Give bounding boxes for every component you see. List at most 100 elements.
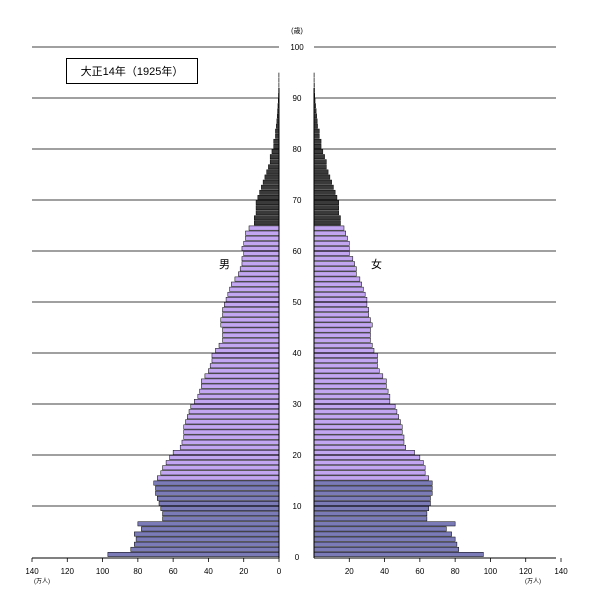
male-bar-age-7 bbox=[162, 516, 280, 522]
female-bar-age-20 bbox=[313, 450, 415, 455]
female-bar-age-27 bbox=[313, 414, 399, 420]
female-bar-age-31 bbox=[313, 393, 391, 399]
age-tick-label-30: 30 bbox=[293, 400, 302, 409]
value-axis-unit-left: (万人) bbox=[34, 578, 50, 585]
male-bar-age-11 bbox=[157, 495, 280, 501]
value-tick-label-12: 100 bbox=[484, 567, 498, 576]
female-bar-age-51 bbox=[313, 291, 366, 297]
male-bar-age-33 bbox=[201, 383, 280, 389]
male-bar-age-8 bbox=[162, 511, 280, 517]
value-axis-unit-right: (万人) bbox=[525, 578, 541, 585]
male-bar-age-66 bbox=[254, 215, 280, 221]
female-bar-age-1 bbox=[313, 546, 459, 552]
female-bar-age-76 bbox=[313, 164, 327, 170]
value-tick-label-14: 140 bbox=[554, 567, 568, 576]
female-bar-age-84 bbox=[313, 123, 318, 129]
male-bar-age-36 bbox=[208, 368, 280, 374]
male-bar-age-32 bbox=[199, 388, 280, 394]
female-bar-age-71 bbox=[313, 189, 336, 195]
male-bar-age-29 bbox=[190, 404, 280, 409]
male-bar-age-80 bbox=[273, 144, 280, 149]
female-bar-age-78 bbox=[313, 154, 325, 160]
male-bar-age-54 bbox=[234, 276, 280, 282]
male-bar-age-44 bbox=[222, 327, 280, 333]
male-bar-age-30 bbox=[194, 399, 280, 404]
age-tick-labels: 0 10 20 30 40 50 60 70 80 90 100 bbox=[290, 43, 304, 562]
female-bar-age-80 bbox=[313, 144, 322, 149]
male-bar-age-69 bbox=[255, 200, 280, 205]
female-bar-age-70 bbox=[313, 195, 338, 200]
male-bar-age-72 bbox=[261, 184, 280, 190]
female-bar-age-11 bbox=[313, 495, 431, 501]
male-bar-age-9 bbox=[160, 506, 280, 511]
female-bar-age-69 bbox=[313, 200, 339, 205]
male-bar-age-61 bbox=[243, 240, 280, 246]
female-bar-age-12 bbox=[313, 490, 433, 496]
female-bar-age-52 bbox=[313, 286, 364, 292]
female-bar-age-63 bbox=[313, 230, 347, 236]
male-bar-age-58 bbox=[241, 256, 280, 262]
female-bar-age-23 bbox=[313, 434, 405, 440]
male-bar-age-10 bbox=[158, 501, 280, 506]
female-bar-age-3 bbox=[313, 536, 456, 542]
female-bar-age-82 bbox=[313, 133, 320, 139]
female-bar-age-39 bbox=[313, 353, 378, 358]
female-bar-age-29 bbox=[313, 404, 396, 409]
male-bar-age-41 bbox=[218, 342, 280, 348]
female-bar-age-0 bbox=[313, 552, 484, 557]
value-tick-label-7: 0 bbox=[277, 567, 282, 576]
male-bars bbox=[107, 72, 280, 557]
male-bar-age-23 bbox=[183, 434, 280, 440]
female-bar-age-72 bbox=[313, 184, 334, 190]
male-bar-age-77 bbox=[269, 159, 280, 165]
female-bar-age-13 bbox=[313, 485, 433, 491]
age-tick-label-40: 40 bbox=[293, 349, 302, 358]
male-bar-age-56 bbox=[239, 266, 280, 272]
male-bar-age-75 bbox=[266, 169, 280, 175]
value-tick-label-10: 60 bbox=[415, 567, 424, 576]
male-bar-age-76 bbox=[268, 164, 280, 170]
female-bar-age-33 bbox=[313, 383, 387, 389]
female-bar-age-25 bbox=[313, 424, 403, 430]
male-bar-age-20 bbox=[172, 450, 280, 455]
female-label: 女 bbox=[371, 259, 382, 271]
female-bar-age-79 bbox=[313, 149, 324, 154]
male-bar-age-13 bbox=[155, 485, 280, 491]
female-bar-age-28 bbox=[313, 409, 398, 415]
male-bar-age-5 bbox=[141, 526, 280, 532]
female-bar-age-81 bbox=[313, 138, 322, 144]
female-bar-age-83 bbox=[313, 128, 320, 134]
male-bar-age-6 bbox=[137, 521, 280, 527]
female-bar-age-35 bbox=[313, 373, 384, 379]
female-bar-age-9 bbox=[313, 506, 429, 511]
male-bar-age-0 bbox=[107, 552, 280, 557]
male-bar-age-65 bbox=[254, 220, 280, 226]
female-bar-age-14 bbox=[313, 480, 433, 486]
female-bar-age-56 bbox=[313, 266, 357, 272]
female-bar-age-6 bbox=[313, 521, 456, 527]
value-tick-label-9: 40 bbox=[380, 567, 389, 576]
male-bar-age-43 bbox=[222, 332, 280, 338]
male-bar-age-37 bbox=[209, 363, 280, 369]
female-bar-age-21 bbox=[313, 444, 406, 450]
value-tick-label-1: 120 bbox=[61, 567, 75, 576]
male-bar-age-82 bbox=[275, 133, 280, 139]
male-bar-age-46 bbox=[220, 317, 280, 323]
male-bar-age-50 bbox=[225, 297, 280, 302]
age-axis-unit: (歳) bbox=[291, 26, 303, 35]
age-tick-label-0: 0 bbox=[295, 553, 300, 562]
female-bar-age-47 bbox=[313, 312, 369, 318]
male-bar-age-70 bbox=[257, 195, 280, 200]
female-bar-age-61 bbox=[313, 240, 350, 246]
female-bar-age-19 bbox=[313, 455, 421, 460]
male-bar-age-14 bbox=[153, 480, 280, 486]
male-bar-age-21 bbox=[179, 444, 280, 450]
female-bar-age-22 bbox=[313, 439, 405, 445]
value-tick-labels: 140 120 100 80 60 40 20 0 20 40 60 80 100 120 140 bbox=[25, 558, 568, 576]
male-bar-age-74 bbox=[264, 174, 280, 180]
female-bar-age-48 bbox=[313, 307, 369, 313]
male-bar-age-47 bbox=[222, 312, 280, 318]
female-bar-age-2 bbox=[313, 541, 458, 547]
male-bar-age-15 bbox=[157, 475, 280, 481]
